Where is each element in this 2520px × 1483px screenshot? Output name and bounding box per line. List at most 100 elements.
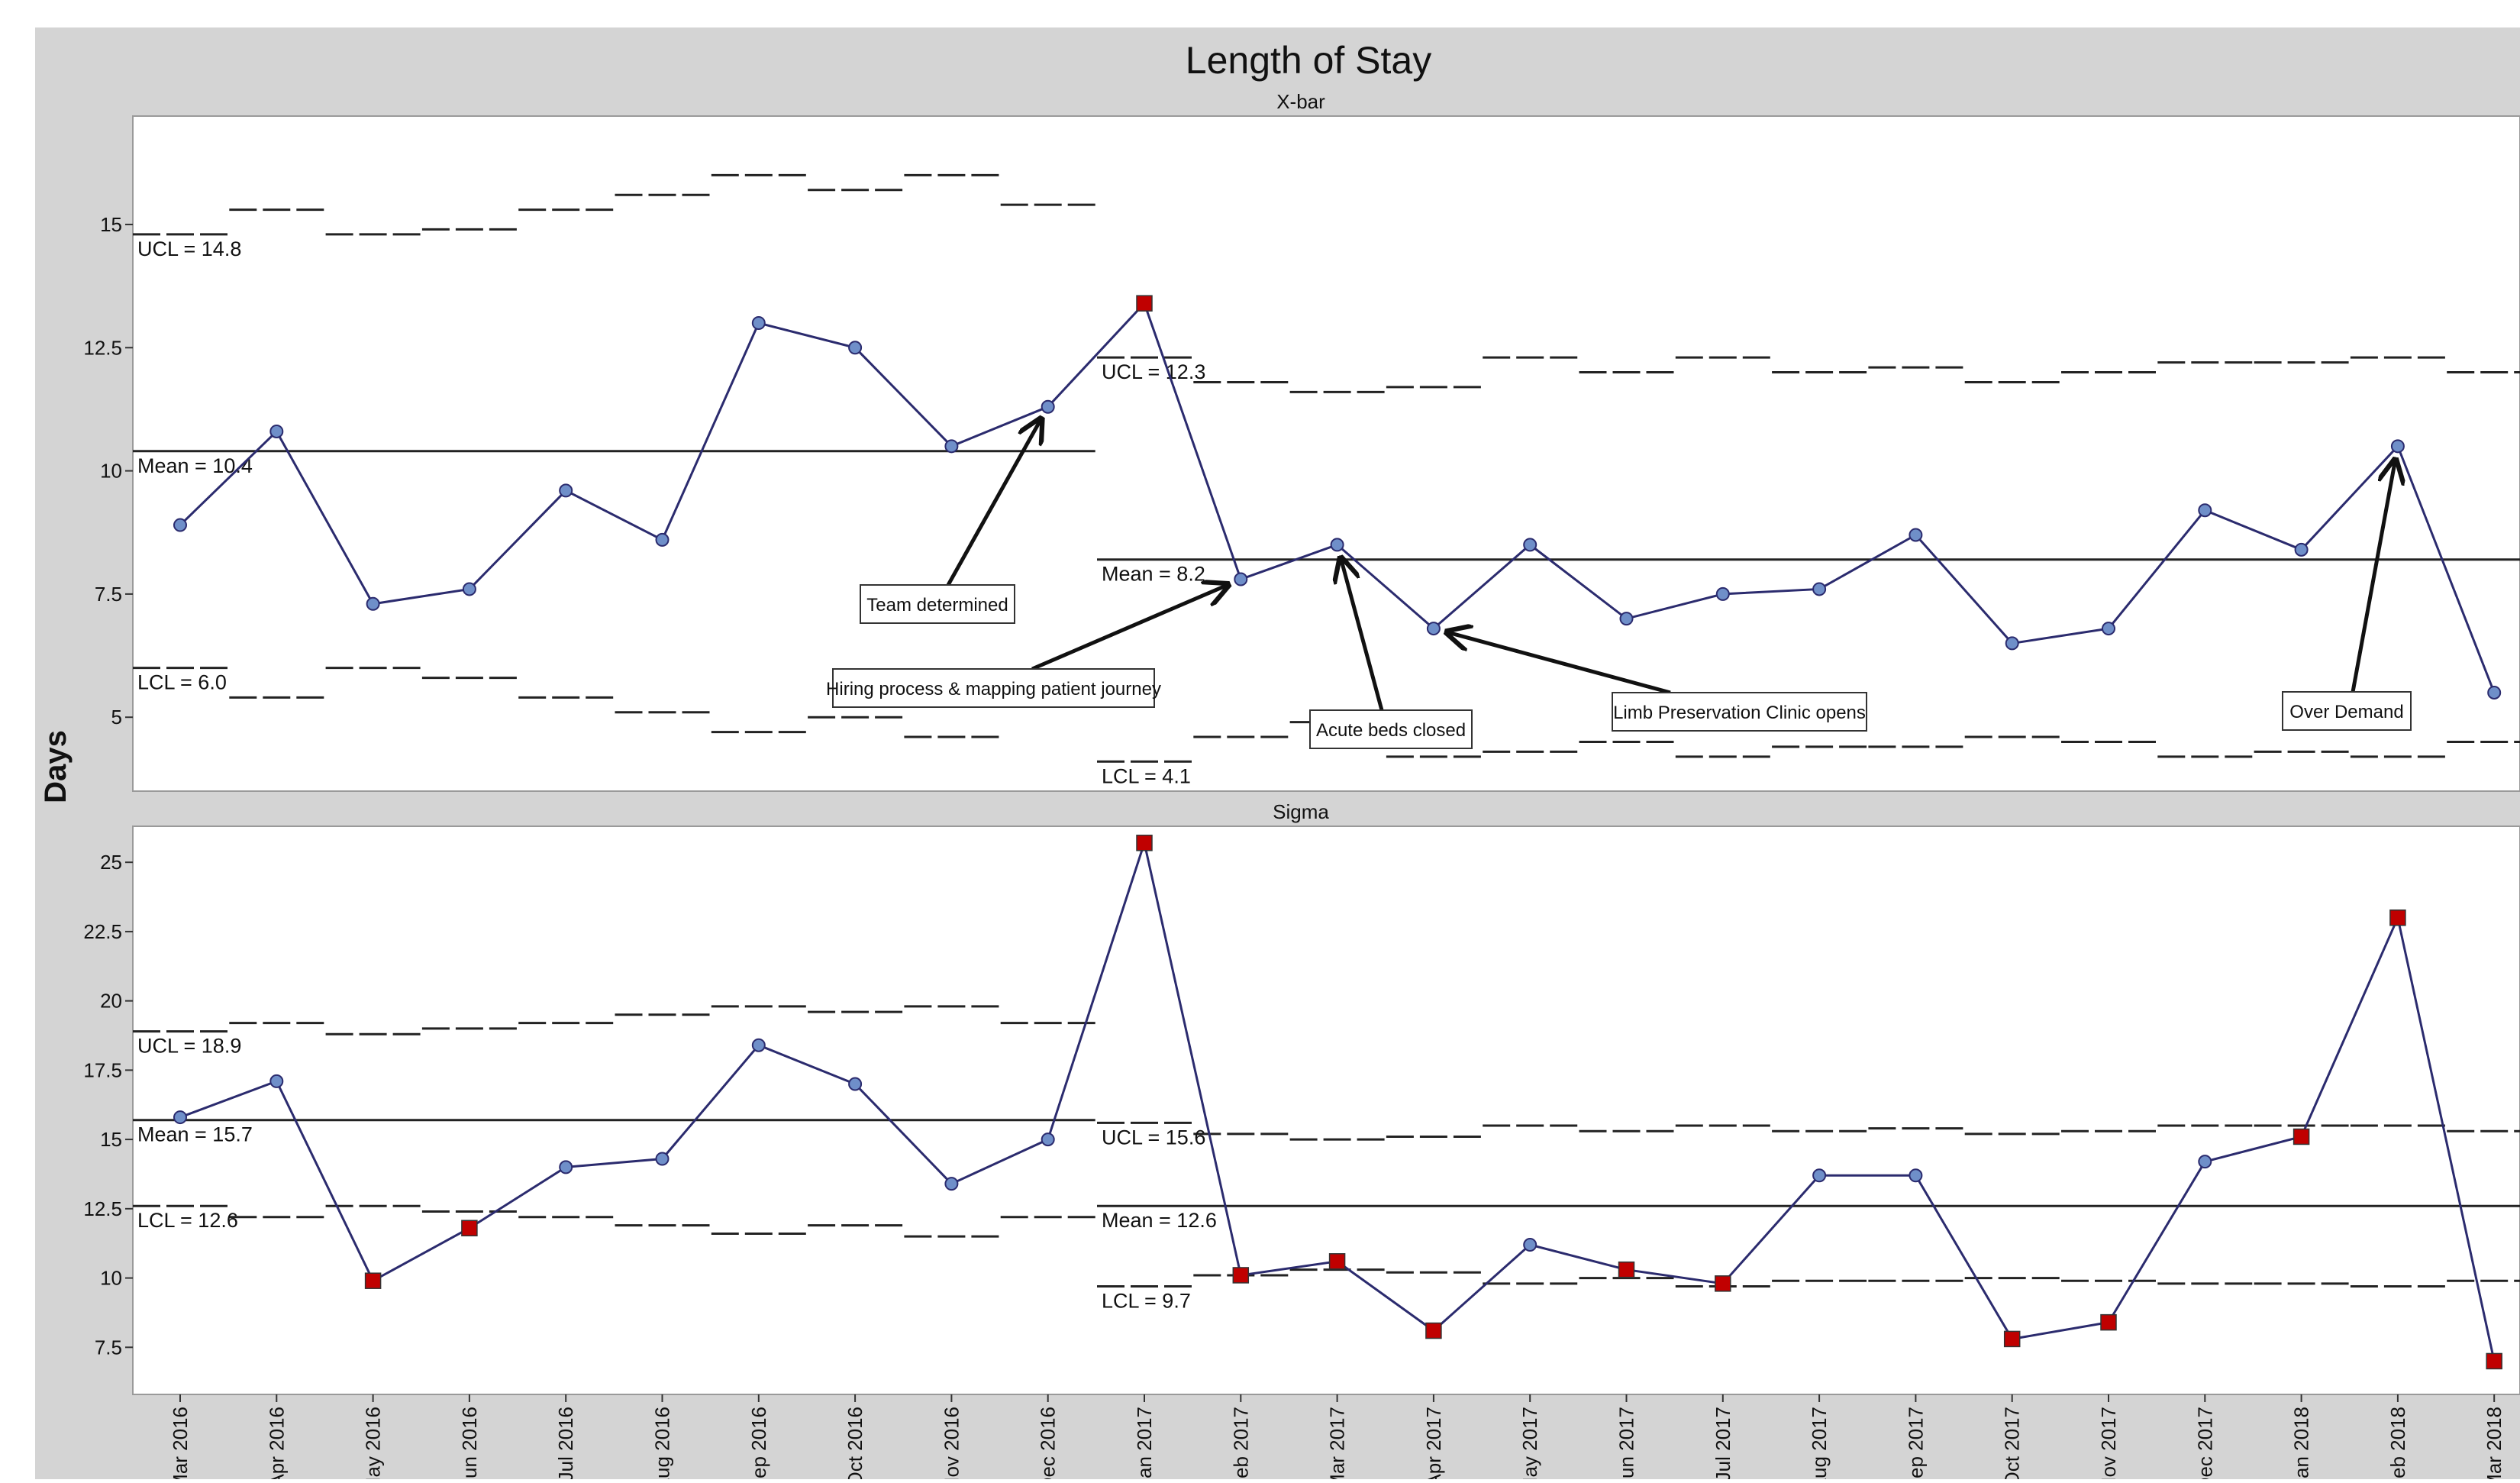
panel-title: X-bar — [1276, 90, 1325, 113]
y-tick-label: 17.5 — [83, 1058, 122, 1081]
data-point — [559, 483, 573, 498]
data-point — [848, 341, 863, 355]
annotation-box — [1612, 692, 1867, 732]
data-point — [751, 1038, 766, 1052]
y-tick-label: 15 — [100, 213, 122, 236]
data-point-flagged — [1136, 835, 1153, 851]
data-point — [1041, 1132, 1055, 1147]
x-tick-label: Feb 2017 — [1229, 1407, 1252, 1479]
x-tick-label: Dec 2017 — [2193, 1407, 2216, 1479]
data-point — [269, 424, 284, 438]
chart-panels: X-bar 5 7.5 10 12.5 15 UCL = 14.8 Mean = 10.4 LC… — [83, 90, 2520, 1483]
data-point — [2294, 542, 2309, 557]
data-point — [2198, 503, 2212, 518]
data-point-flagged — [2486, 1352, 2502, 1370]
lcl-label: LCL = 12.6 — [137, 1209, 238, 1232]
panel-xbar: X-bar 5 7.5 10 12.5 15 UCL = 14.8 Mean = 10.4 LC… — [83, 90, 2520, 792]
annotation-arrow — [1341, 558, 1384, 711]
mean-label: Mean = 12.6 — [1102, 1209, 1217, 1232]
annotation-box — [2282, 691, 2412, 731]
data-point — [1812, 582, 1827, 596]
panel-title: Sigma — [1273, 800, 1329, 823]
data-point — [1041, 399, 1055, 414]
y-tick-label: 10 — [100, 1267, 122, 1290]
x-tick-label: Jun 2017 — [1615, 1407, 1638, 1479]
data-point-flagged — [1232, 1267, 1250, 1284]
plot-area — [132, 115, 2520, 792]
data-point — [944, 439, 959, 454]
ucl-label: UCL = 14.8 — [137, 237, 241, 260]
x-tick-label: Nov 2016 — [940, 1407, 963, 1479]
chart-title: Length of Stay — [1186, 39, 1431, 82]
lcl-label: LCL = 4.1 — [1102, 764, 1191, 787]
panel-sigma: Sigma 7.5 10 12.5 15 17.5 20 22.5 25 UCL = 18.9 Me… — [83, 800, 2520, 1395]
data-point-flagged — [364, 1272, 382, 1289]
x-tick-label: Jun 2016 — [458, 1407, 481, 1479]
data-point — [2487, 685, 2502, 699]
x-tick-label: Aug 2017 — [1808, 1407, 1831, 1479]
y-tick-label: 20 — [100, 990, 122, 1013]
y-tick-label: 12.5 — [83, 1197, 122, 1220]
y-tick-label: 7.5 — [95, 1336, 122, 1359]
x-tick-label: Jul 2016 — [554, 1407, 577, 1479]
data-point-flagged — [2389, 910, 2406, 926]
x-tick-label: Apr 2017 — [1422, 1407, 1445, 1479]
data-point-flagged — [1425, 1322, 1442, 1339]
lcl-label: LCL = 6.0 — [137, 671, 227, 694]
data-point — [1234, 572, 1248, 586]
annotation-arrow — [2351, 460, 2396, 693]
x-tick-label: Mar 2016 — [169, 1407, 192, 1479]
data-point — [1523, 538, 1537, 552]
data-point — [1909, 528, 1923, 542]
annotation-arrow — [1447, 632, 1671, 695]
annotation-box — [860, 584, 1015, 624]
data-point-flagged — [1136, 295, 1153, 312]
data-point — [655, 532, 670, 547]
data-point — [173, 1110, 187, 1125]
data-point-flagged — [461, 1220, 478, 1236]
x-tick-label: Nov 2017 — [2097, 1407, 2120, 1479]
data-point — [1330, 538, 1344, 552]
data-point — [173, 518, 187, 532]
x-tick-label: Aug 2016 — [651, 1407, 674, 1479]
x-tick-label: Oct 2016 — [844, 1407, 866, 1479]
x-tick-label: Jul 2017 — [1712, 1407, 1734, 1479]
x-tick-label: Mar 2017 — [1326, 1407, 1349, 1479]
data-point — [1812, 1168, 1827, 1183]
x-tick-label: May 2017 — [1518, 1407, 1541, 1479]
x-axis: Mar 2016 Apr 2016 May 2016 Jun 2016 Jul 2016… — [169, 1394, 2505, 1483]
mean-label: Mean = 10.4 — [137, 454, 253, 477]
y-tick-label: 12.5 — [83, 336, 122, 359]
x-tick-label: Dec 2016 — [1037, 1407, 1060, 1479]
data-point — [848, 1077, 863, 1091]
data-point — [1909, 1168, 1923, 1183]
data-point — [1426, 622, 1441, 636]
annotation-box — [832, 668, 1155, 708]
data-point — [2198, 1155, 2212, 1169]
data-point-flagged — [1715, 1275, 1731, 1292]
x-tick-label: Feb 2018 — [2386, 1407, 2409, 1479]
ucl-label: UCL = 12.3 — [1102, 360, 1205, 383]
data-point — [2005, 636, 2019, 651]
y-tick-label: 22.5 — [83, 920, 122, 943]
data-point-flagged — [1618, 1261, 1635, 1278]
lcl-label: LCL = 9.7 — [1102, 1289, 1191, 1312]
x-tick-label: Sep 2016 — [747, 1407, 770, 1479]
y-tick-label: 10 — [100, 460, 122, 483]
y-tick-label: 5 — [111, 706, 122, 729]
annotation-arrow — [1031, 585, 1228, 671]
annotation-arrow — [946, 418, 1041, 586]
mean-label: Mean = 15.7 — [137, 1123, 253, 1146]
data-point — [366, 596, 380, 611]
data-point-flagged — [2100, 1313, 2117, 1331]
plot-area — [132, 826, 2520, 1395]
x-tick-label: Sep 2017 — [1904, 1407, 1927, 1479]
data-point — [1523, 1238, 1537, 1252]
x-tick-label: May 2016 — [362, 1407, 385, 1479]
annotations: Team determined Hiring process & mapping … — [826, 418, 2412, 749]
x-tick-label: Jan 2017 — [1133, 1407, 1156, 1479]
data-point — [559, 1160, 573, 1174]
annotation-label: Over Demand — [2289, 702, 2403, 722]
